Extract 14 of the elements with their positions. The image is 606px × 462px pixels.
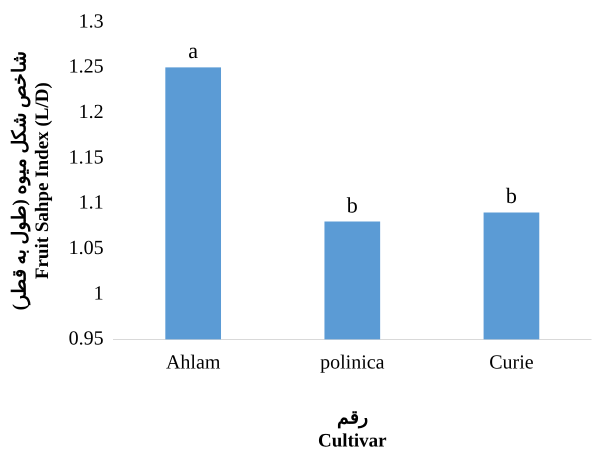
y-tick-label: 1.2: [78, 100, 104, 123]
annotation: b: [506, 183, 517, 208]
x-tick-label: polinica: [320, 352, 385, 374]
y-tick-label: 1.05: [68, 236, 104, 259]
y-tick-label: 1.3: [78, 10, 104, 32]
y-tick-label: 1.1: [78, 192, 104, 214]
y-tick-label: 1.15: [68, 146, 104, 168]
annotation: b: [346, 192, 358, 218]
annotation: a: [188, 38, 198, 64]
x-tick-label: Ahlam: [166, 352, 221, 374]
y-tick-label: 0.95: [68, 328, 104, 350]
x-tick-label: Curie: [489, 352, 534, 374]
y-tick-label: 1: [94, 282, 104, 304]
y-tick-label: 1.25: [68, 56, 104, 78]
